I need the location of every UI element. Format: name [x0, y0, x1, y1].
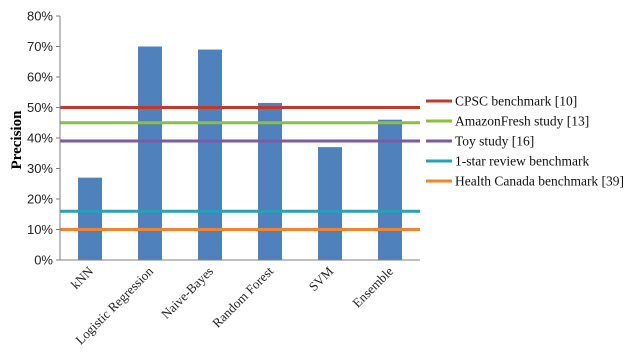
legend-label-4: Health Canada benchmark [39] — [455, 174, 624, 189]
legend-label-3: 1-star review benchmark — [455, 154, 589, 169]
x-tick-label: SVM — [306, 263, 337, 294]
y-tick-label: 70% — [27, 39, 53, 54]
y-tick-labels: 0% 10% 20% 30% 40% 50% 60% 70% 80% — [27, 9, 53, 268]
x-tick-label: Ensemble — [349, 263, 396, 310]
bars — [78, 46, 402, 260]
y-tick-label: 30% — [27, 161, 53, 176]
legend-label-0: CPSC benchmark [10] — [455, 94, 577, 109]
bar-1 — [138, 46, 162, 260]
bar-2 — [198, 49, 222, 260]
legend-label-1: AmazonFresh study [13] — [455, 114, 589, 129]
bar-5 — [378, 119, 402, 260]
legend-label-2: Toy study [16] — [455, 134, 534, 149]
y-tick-label: 80% — [27, 9, 53, 24]
x-tick-label: Random Forest — [209, 263, 276, 330]
legend: CPSC benchmark [10] AmazonFresh study [13… — [426, 94, 624, 189]
bar-4 — [318, 147, 342, 260]
y-tick-label: 40% — [27, 131, 53, 146]
bar-3 — [258, 102, 282, 260]
x-tick-label: Naive-Bayes — [158, 264, 216, 322]
y-tick-label: 60% — [27, 70, 53, 85]
y-axis-label: Precision — [9, 110, 25, 170]
bar-0 — [78, 177, 102, 260]
x-tick-label: kNN — [68, 263, 97, 292]
y-tick-label: 10% — [27, 222, 53, 237]
y-tick-label: 50% — [27, 100, 53, 115]
y-tick-label: 20% — [27, 192, 53, 207]
benchmark-lines — [60, 106, 420, 231]
y-tick-label: 0% — [34, 253, 53, 268]
